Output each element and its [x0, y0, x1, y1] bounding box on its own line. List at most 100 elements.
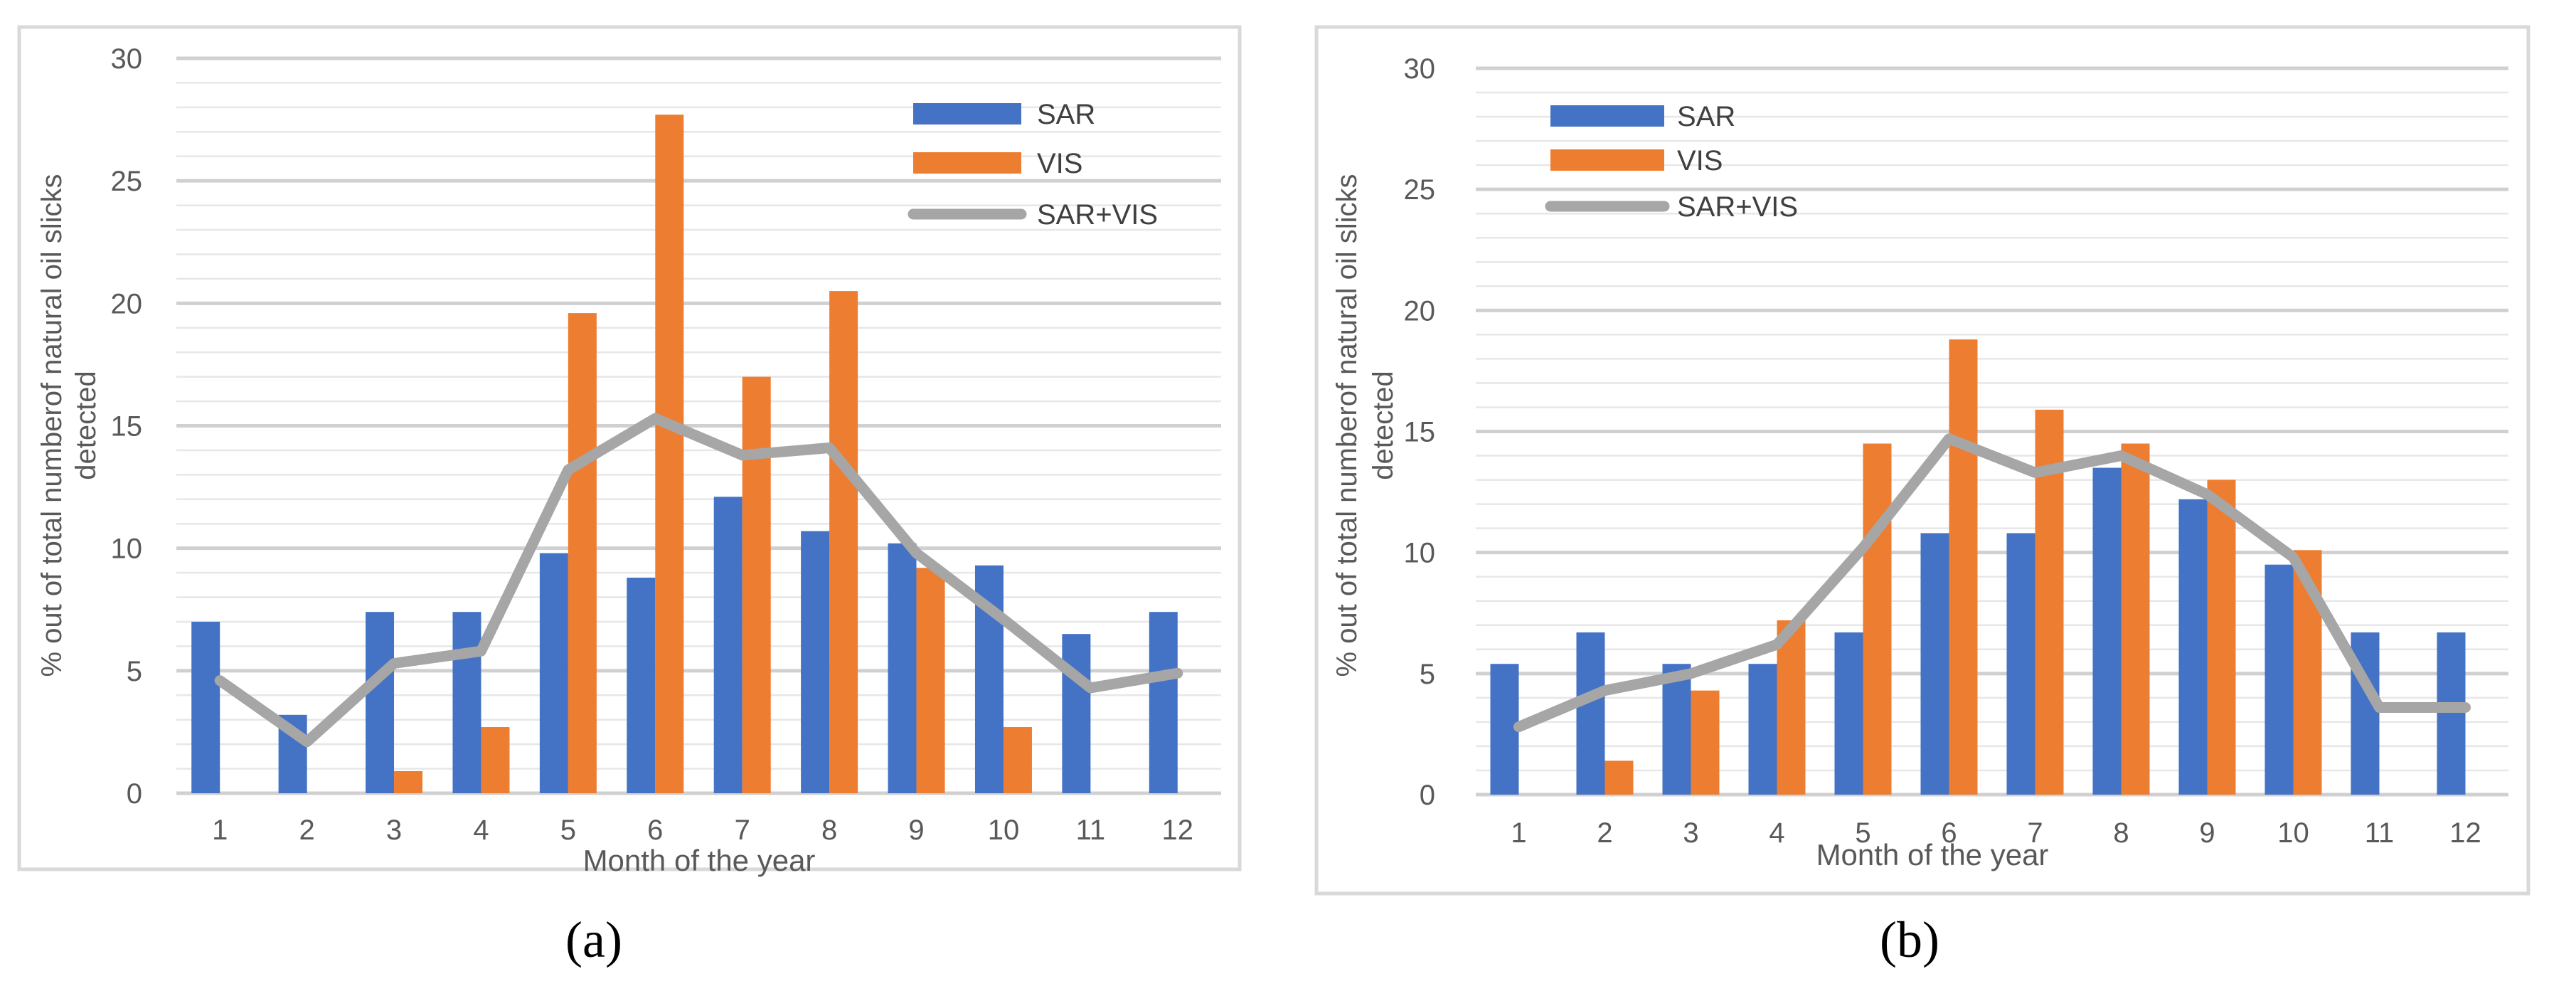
bar-sar: [1576, 632, 1605, 795]
line-point: [1862, 546, 1864, 548]
x-tick-label: 8: [821, 815, 837, 846]
x-axis-title: Month of the year: [1816, 838, 2049, 871]
series-sar: [1490, 467, 2466, 795]
bar-sar: [1748, 664, 1777, 795]
line-point: [1090, 687, 1092, 689]
y-tick-label: 0: [1420, 780, 1435, 811]
legend-swatch-vis: [913, 152, 1021, 174]
series-line-sar-vis: [1513, 433, 2471, 733]
bar-sar: [2178, 499, 2208, 795]
y-tick-label: 25: [1404, 174, 1436, 206]
bar-vis: [481, 727, 510, 793]
x-tick-label: 3: [386, 815, 402, 846]
line-point: [1776, 643, 1778, 645]
legend-label: SAR: [1677, 101, 1735, 132]
bar-vis: [568, 313, 597, 793]
bar-vis: [394, 771, 423, 793]
x-tick-label: 11: [1076, 815, 1106, 846]
x-tick-label: 11: [2365, 817, 2395, 849]
line-point: [829, 447, 831, 449]
y-tick-label: 20: [1404, 295, 1436, 327]
line-point: [1176, 672, 1178, 674]
bar-sar: [888, 543, 917, 793]
bar-vis: [1604, 760, 1634, 795]
x-tick-label: 6: [647, 815, 663, 846]
bar-sar: [627, 577, 656, 793]
bar-sar: [1920, 533, 1949, 795]
bar-sar: [2092, 467, 2122, 795]
y-tick-label: 5: [1420, 659, 1435, 690]
bar-vis: [2121, 443, 2150, 795]
bar-vis: [655, 115, 684, 794]
y-axis-title: % out of total numberof natural oil slic…: [1331, 174, 1363, 677]
x-tick-label: 1: [212, 815, 228, 846]
y-tick-label: 10: [111, 534, 143, 565]
x-tick-label: 12: [2449, 817, 2481, 849]
x-tick-label: 1: [1511, 817, 1526, 849]
bar-vis: [1863, 443, 1892, 795]
y-tick-label: 0: [127, 778, 142, 810]
line-point: [2378, 706, 2380, 709]
x-tick-label: 7: [2027, 817, 2043, 849]
line-point: [2464, 706, 2466, 709]
bar-vis: [1777, 620, 1806, 795]
bar-vis: [2207, 479, 2236, 795]
bar-vis: [916, 568, 945, 793]
series-vis: [1604, 339, 2322, 795]
y-axis-title: detected: [70, 371, 102, 479]
bar-sar: [191, 621, 220, 793]
y-tick-label: 15: [1404, 417, 1436, 448]
line-point: [2120, 455, 2122, 457]
bar-sar: [1062, 634, 1091, 793]
gridlines: [1476, 66, 2508, 797]
bar-vis: [1691, 690, 1720, 795]
bar-sar: [1834, 632, 1863, 795]
y-tick-label: 25: [111, 166, 143, 197]
bar-vis: [742, 376, 771, 793]
legend-swatch-sar: [1550, 105, 1664, 127]
x-tick-label: 4: [1769, 817, 1784, 849]
panel-label: (b): [1880, 911, 1939, 968]
line-point: [654, 418, 656, 420]
x-tick-label: 8: [2113, 817, 2129, 849]
legend: SAR VIS SAR+VIS: [908, 99, 1158, 230]
series-vis: [394, 115, 1032, 794]
line-point: [1518, 726, 1520, 728]
y-tick-label: 10: [1404, 538, 1436, 569]
bar-vis: [1003, 727, 1032, 793]
legend-label: SAR+VIS: [1037, 199, 1158, 230]
legend-label: VIS: [1037, 148, 1082, 179]
line-point: [915, 552, 917, 554]
x-tick-label: 10: [2277, 817, 2309, 849]
bar-sar: [713, 497, 743, 793]
bar-sar: [1149, 612, 1178, 793]
bar-sar: [2437, 632, 2466, 795]
bar-sar: [801, 531, 830, 793]
y-tick-label: 5: [127, 656, 142, 687]
y-tick-label: 20: [111, 288, 143, 319]
y-axis-title: detected: [1368, 371, 1399, 479]
bar-sar: [366, 612, 395, 793]
line-point: [2292, 556, 2294, 558]
line-point: [1002, 618, 1004, 620]
x-tick-label: 2: [1597, 817, 1612, 849]
x-tick-label: 5: [560, 815, 576, 846]
line-point: [393, 662, 395, 664]
line-point: [2034, 472, 2036, 474]
y-tick-label: 30: [1404, 53, 1436, 85]
line-point: [306, 741, 308, 743]
line-point: [2206, 493, 2208, 495]
legend-swatch-sar: [913, 103, 1021, 124]
line-point: [567, 469, 569, 471]
bar-sar: [539, 553, 568, 793]
bar-sar: [2264, 564, 2294, 795]
x-tick-label: 10: [988, 815, 1020, 846]
x-tick-label: 5: [1855, 817, 1870, 849]
panel-label: (a): [565, 911, 622, 968]
series-sar: [191, 497, 1178, 793]
line-point: [1690, 672, 1692, 674]
y-tick-label: 30: [111, 43, 143, 75]
x-tick-label: 2: [299, 815, 315, 846]
